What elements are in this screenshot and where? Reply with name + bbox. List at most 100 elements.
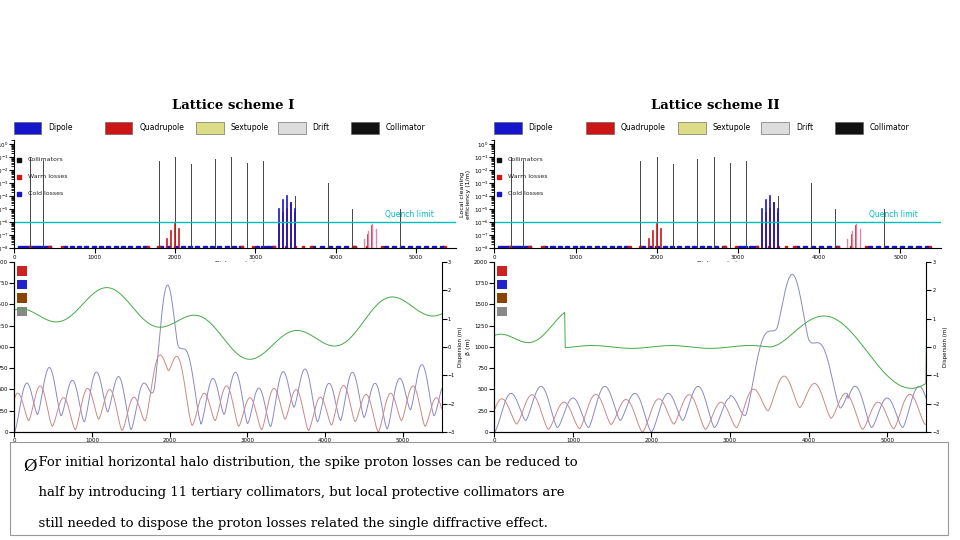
Bar bbox=[29, 246, 32, 248]
Bar bbox=[392, 246, 396, 248]
Bar bbox=[217, 246, 222, 248]
Bar bbox=[252, 246, 254, 248]
Bar bbox=[496, 307, 508, 316]
Bar bbox=[588, 246, 591, 248]
Bar bbox=[507, 246, 511, 248]
Bar bbox=[416, 246, 420, 248]
Bar bbox=[565, 246, 569, 248]
Bar bbox=[617, 246, 621, 248]
Bar bbox=[692, 246, 696, 248]
Bar bbox=[336, 246, 340, 248]
Bar bbox=[92, 246, 96, 248]
Bar bbox=[900, 246, 904, 248]
Text: Cold losses: Cold losses bbox=[508, 191, 543, 196]
Bar bbox=[13, 122, 41, 134]
Bar bbox=[35, 246, 38, 248]
Bar bbox=[241, 246, 243, 248]
Bar bbox=[837, 246, 839, 248]
Text: Drift: Drift bbox=[313, 123, 329, 132]
Text: Warm losses: Warm losses bbox=[28, 174, 67, 179]
Bar bbox=[384, 246, 388, 248]
Bar bbox=[84, 246, 88, 248]
Bar bbox=[734, 246, 737, 248]
Bar bbox=[670, 246, 674, 248]
Bar bbox=[196, 246, 200, 248]
Bar bbox=[135, 246, 139, 248]
X-axis label: Distance (m): Distance (m) bbox=[215, 261, 255, 266]
Bar bbox=[518, 246, 523, 248]
Bar bbox=[31, 246, 35, 248]
Y-axis label: Local cleaning
efficiency (1/m): Local cleaning efficiency (1/m) bbox=[460, 170, 470, 219]
Bar bbox=[638, 246, 641, 248]
Bar bbox=[42, 246, 46, 248]
Bar bbox=[917, 246, 921, 248]
Bar bbox=[16, 293, 27, 303]
Bar bbox=[587, 122, 613, 134]
Bar bbox=[828, 246, 831, 248]
Bar bbox=[509, 246, 512, 248]
Bar bbox=[311, 246, 316, 248]
Y-axis label: Dispersion (m): Dispersion (m) bbox=[943, 327, 948, 367]
Bar bbox=[70, 246, 74, 248]
Bar bbox=[580, 246, 584, 248]
Bar bbox=[399, 246, 404, 248]
Bar bbox=[16, 266, 27, 275]
Bar bbox=[351, 246, 355, 248]
Bar bbox=[320, 246, 324, 248]
Bar bbox=[679, 122, 706, 134]
Bar bbox=[865, 246, 867, 248]
Text: Quench limit: Quench limit bbox=[385, 210, 434, 219]
Bar bbox=[529, 246, 531, 248]
Bar bbox=[278, 122, 305, 134]
Bar bbox=[572, 246, 577, 248]
Bar bbox=[678, 246, 682, 248]
Bar bbox=[868, 246, 872, 248]
Bar bbox=[272, 246, 276, 248]
Bar bbox=[444, 246, 446, 248]
Text: Lattice scheme II: Lattice scheme II bbox=[651, 99, 780, 112]
Bar bbox=[648, 246, 652, 248]
Bar bbox=[301, 246, 304, 248]
X-axis label: Distance (m): Distance (m) bbox=[697, 261, 738, 266]
Bar bbox=[46, 246, 51, 248]
Bar bbox=[527, 246, 531, 248]
Bar bbox=[924, 246, 928, 248]
Bar bbox=[803, 246, 806, 248]
Text: Collimator: Collimator bbox=[386, 123, 425, 132]
Text: Quadrupole: Quadrupole bbox=[139, 123, 184, 132]
Bar bbox=[700, 246, 704, 248]
Bar bbox=[624, 246, 628, 248]
Bar bbox=[515, 246, 518, 248]
Bar bbox=[550, 246, 555, 248]
Text: Dipole: Dipole bbox=[48, 123, 73, 132]
Bar bbox=[285, 246, 287, 248]
Bar bbox=[424, 246, 428, 248]
Text: Cold losses: Cold losses bbox=[28, 191, 63, 196]
Bar bbox=[558, 246, 562, 248]
Bar bbox=[722, 246, 726, 248]
Bar bbox=[310, 246, 312, 248]
Bar bbox=[255, 246, 259, 248]
Bar bbox=[432, 246, 436, 248]
Text: Horizontal halo distribution: Horizontal halo distribution bbox=[646, 23, 941, 42]
Bar bbox=[496, 280, 508, 289]
Bar bbox=[18, 246, 22, 248]
Bar bbox=[850, 246, 852, 248]
Bar bbox=[196, 122, 224, 134]
Bar bbox=[294, 246, 297, 248]
FancyBboxPatch shape bbox=[10, 442, 948, 535]
Bar bbox=[738, 246, 742, 248]
Bar bbox=[761, 122, 789, 134]
Y-axis label: Dispersion (m): Dispersion (m) bbox=[458, 327, 463, 367]
Bar bbox=[714, 246, 718, 248]
Text: Dipole: Dipole bbox=[529, 123, 553, 132]
Bar bbox=[353, 246, 355, 248]
Bar bbox=[61, 246, 63, 248]
Text: Quadrupole: Quadrupole bbox=[621, 123, 665, 132]
Bar bbox=[662, 246, 666, 248]
Bar bbox=[498, 246, 502, 248]
Text: half by introducing 11 tertiary collimators, but local protective collimators ar: half by introducing 11 tertiary collimat… bbox=[31, 487, 564, 500]
Bar bbox=[928, 246, 931, 248]
Bar bbox=[876, 246, 880, 248]
Text: Simulation results: Simulation results bbox=[14, 29, 389, 63]
